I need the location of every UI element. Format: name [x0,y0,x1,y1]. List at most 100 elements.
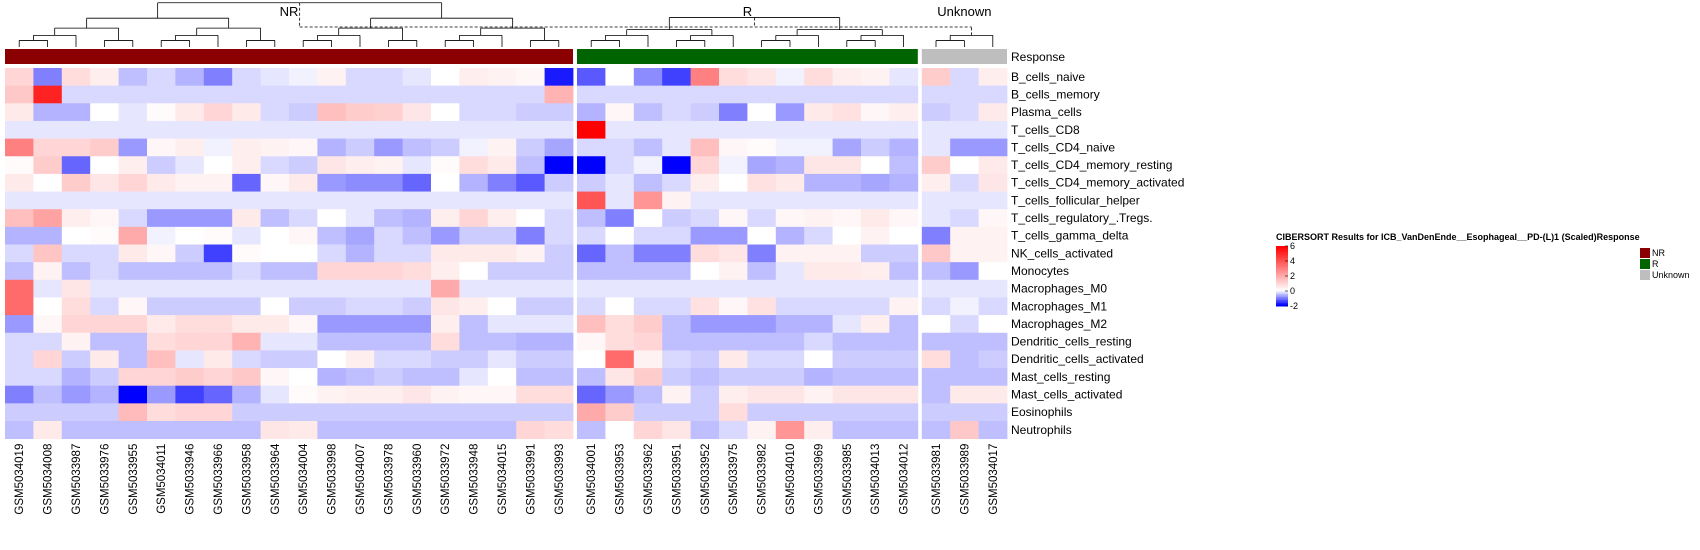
heatmap-cell [605,173,635,192]
heatmap-cell [118,315,148,334]
heatmap-cell [921,244,951,263]
legend-item-label: Unknown [1652,270,1690,280]
heatmap-cell [921,332,951,351]
heatmap-cell [90,350,119,369]
gradient-step [1276,295,1288,298]
row-label: B_cells_naive [1011,70,1085,84]
heatmap-cell [662,403,691,422]
heatmap-cell [978,244,1008,263]
heatmap-cell [889,332,919,351]
heatmap-cell [832,279,862,298]
heatmap-cell [633,120,663,139]
heatmap-cell [747,350,777,369]
heatmap-cell [662,332,691,351]
heatmap-cell [775,120,805,139]
heatmap-cell [345,120,375,139]
heatmap-cell [61,297,91,316]
heatmap-cell [487,385,517,404]
heatmap-cell [33,209,63,228]
column-label: GSM5034013 [870,444,882,515]
heatmap-cell [921,68,951,87]
heatmap-cell [487,138,517,157]
gradient-step [1276,274,1288,277]
row-label: T_cells_CD4_naive [1011,140,1115,154]
heatmap-cell [516,156,545,175]
heatmap-cell [345,103,375,122]
heatmap-cell [203,421,233,440]
heatmap-cell [487,315,517,334]
heatmap-cell [374,244,403,263]
heatmap-cell [147,332,176,351]
heatmap-cell [516,226,545,245]
heatmap-cell [175,85,205,104]
heatmap-cell [203,315,233,334]
heatmap-cell [260,209,290,228]
heatmap-cell [33,138,63,157]
heatmap-cell [61,279,91,298]
heatmap-cell [804,191,833,210]
heatmap-cell [289,191,318,210]
heatmap-cell [118,297,148,316]
heatmap-cell [804,68,833,87]
heatmap-cell [374,279,403,298]
heatmap-cell [402,156,432,175]
heatmap-cell [402,297,432,316]
heatmap-cell [175,209,205,228]
heatmap-cell [260,244,290,263]
heatmap-cell [374,297,403,316]
heatmap-cell [516,120,545,139]
heatmap-cell [516,138,545,157]
gradient-step [1276,286,1288,289]
heatmap-cell [690,103,720,122]
heatmap-cell [90,421,119,440]
heatmap-cell [33,421,63,440]
heatmap-cell [147,103,176,122]
heatmap-cell [175,173,205,192]
row-label: Macrophages_M2 [1011,317,1107,331]
heatmap-cell [544,385,574,404]
heatmap-cell [832,368,862,387]
heatmap-cell [719,120,748,139]
row-labels: B_cells_naive B_cells_memory Plasma_cells T… [1011,70,1184,437]
column-label: GSM5033976 [99,444,111,515]
gradient-step [1276,297,1288,299]
heatmap-cell [544,350,574,369]
heatmap-cell [487,68,517,87]
heatmap-cell [804,226,833,245]
gradient-step [1276,253,1288,256]
gradient-step [1276,273,1288,275]
heatmap-cell [459,103,489,122]
heatmap-cell [431,209,460,228]
heatmap-cell [978,262,1008,281]
heatmap-cell [605,68,635,87]
heatmap-cell [118,85,148,104]
heatmap-cell [544,315,574,334]
heatmap-cell [775,262,805,281]
heatmap-cell [459,279,489,298]
heatmap-cell [950,85,979,104]
heatmap-cell [147,297,176,316]
gradient-step [1276,283,1288,286]
heatmap-cell [950,103,979,122]
heatmap-cell [950,68,979,87]
heatmap-cell [5,279,34,298]
heatmap-cell [747,103,777,122]
heatmap-cell [203,350,233,369]
heatmap-cell [633,315,663,334]
heatmap-cell [861,173,890,192]
heatmap-cell [345,138,375,157]
heatmap-cell [345,421,375,440]
row-label: Plasma_cells [1011,105,1082,119]
heatmap-cell [662,85,691,104]
heatmap-cell [175,403,205,422]
heatmap-cell [61,138,91,157]
row-label: T_cells_regulatory_.Tregs. [1011,211,1153,225]
heatmap-cell [61,262,91,281]
row-label: Mast_cells_activated [1011,388,1122,402]
heatmap-cell [487,156,517,175]
heatmap-cell [61,244,91,263]
heatmap-cell [747,279,777,298]
heatmap-cell [577,315,606,334]
heatmap-cell [317,85,347,104]
heatmap-cell [747,403,777,422]
